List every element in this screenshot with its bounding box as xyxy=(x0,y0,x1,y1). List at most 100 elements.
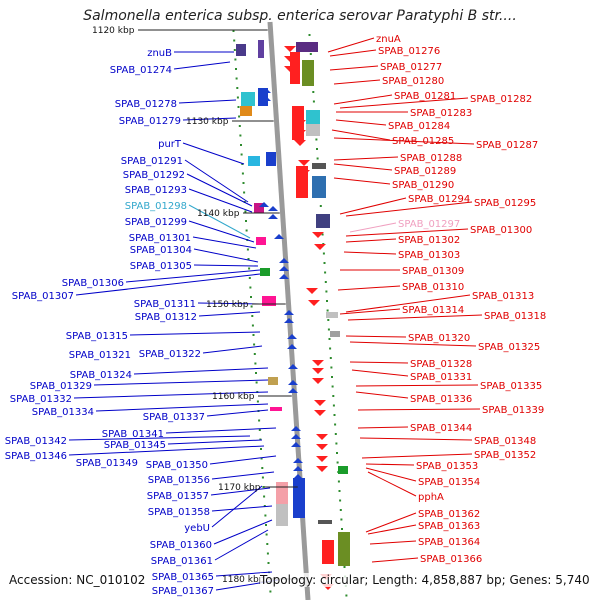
gene-label-left[interactable]: SPAB_01342 xyxy=(5,436,67,447)
gene-arrow-up xyxy=(284,310,294,315)
gene-label-left[interactable]: SPAB_01341 xyxy=(102,429,164,440)
gene-arrow-up xyxy=(261,88,271,93)
gene-label-left[interactable]: SPAB_01322 xyxy=(139,349,201,360)
gene-label-left[interactable]: SPAB_01334 xyxy=(32,407,94,418)
gene-label-left[interactable]: SPAB_01292 xyxy=(123,170,185,181)
gene-label-left[interactable]: SPAB_01311 xyxy=(134,299,196,310)
gene-label-left[interactable]: znuB xyxy=(147,48,172,59)
gene-label-right[interactable]: SPAB_01339 xyxy=(482,405,544,416)
gene-label-left[interactable]: SPAB_01274 xyxy=(110,65,172,76)
gene-label-left[interactable]: SPAB_01315 xyxy=(66,331,128,342)
gene-label-left[interactable]: SPAB_01293 xyxy=(125,185,187,196)
gene-label-left[interactable]: SPAB_01291 xyxy=(121,156,183,167)
gene-label-left[interactable]: SPAB_01356 xyxy=(148,475,210,486)
gene-label-right[interactable]: SPAB_01283 xyxy=(410,108,472,119)
gene-label-left[interactable]: yebU xyxy=(184,523,210,534)
gene-label-left[interactable]: SPAB_01304 xyxy=(130,245,192,256)
gene-label-left[interactable]: SPAB_01365 xyxy=(152,572,214,583)
gene-arrow-up xyxy=(291,434,301,439)
gene-label-right[interactable]: SPAB_01363 xyxy=(418,521,480,532)
gene-label-right[interactable]: SPAB_01294 xyxy=(408,194,470,205)
leader-line xyxy=(349,341,477,347)
scale-labels: 1120 kbp 1130 kbp 1140 kbp 1150 kbp 1160 kbp… xyxy=(92,26,304,585)
tick-mark xyxy=(331,385,334,388)
gene-label-left[interactable]: SPAB_01307 xyxy=(12,291,74,302)
gene-label-right[interactable]: SPAB_01284 xyxy=(388,121,450,132)
gene-label-left[interactable]: SPAB_01360 xyxy=(150,540,212,551)
gene-label-right[interactable]: SPAB_01331 xyxy=(410,372,472,383)
gene-arrow-down xyxy=(312,378,324,384)
gene-label-left[interactable]: SPAB_01361 xyxy=(151,556,213,567)
gene-block xyxy=(296,42,318,52)
gene-label-right[interactable]: SPAB_01335 xyxy=(480,381,542,392)
gene-label-left[interactable]: SPAB_01312 xyxy=(135,312,197,323)
gene-arrow-down xyxy=(312,232,324,238)
gene-label-left[interactable]: SPAB_01345 xyxy=(104,440,166,451)
gene-label-left[interactable]: SPAB_01337 xyxy=(143,412,205,423)
gene-label-right[interactable]: SPAB_01328 xyxy=(410,359,472,370)
gene-label-right[interactable]: SPAB_01287 xyxy=(476,140,538,151)
gene-label-right[interactable]: SPAB_01289 xyxy=(394,166,456,177)
gene-label-right[interactable]: SPAB_01318 xyxy=(484,311,546,322)
gene-label-left[interactable]: SPAB_01357 xyxy=(147,491,209,502)
gene-label-left[interactable]: SPAB_01346 xyxy=(5,451,67,462)
gene-label-right[interactable]: SPAB_01344 xyxy=(410,423,472,434)
gene-label-right[interactable]: SPAB_01354 xyxy=(418,477,480,488)
tick-mark xyxy=(251,315,254,317)
gene-label-right[interactable]: SPAB_01362 xyxy=(418,509,480,520)
leader-line xyxy=(339,197,407,215)
gene-label-right[interactable]: SPAB_01300 xyxy=(470,225,532,236)
gene-label-right[interactable]: SPAB_01348 xyxy=(474,436,536,447)
gene-label-left[interactable]: SPAB_01305 xyxy=(130,261,192,272)
gene-label-left[interactable]: SPAB_01329 xyxy=(30,381,92,392)
gene-label-right[interactable]: SPAB_01336 xyxy=(410,394,472,405)
gene-label-right[interactable]: SPAB_01309 xyxy=(402,266,464,277)
gene-label-left[interactable]: SPAB_01279 xyxy=(119,116,181,127)
gene-label-left[interactable]: purT xyxy=(158,139,182,150)
gene-label-left[interactable]: SPAB_01298 xyxy=(125,201,187,212)
gene-label-left[interactable]: SPAB_01301 xyxy=(129,233,191,244)
gene-label-right[interactable]: SPAB_01282 xyxy=(470,94,532,105)
leader-line xyxy=(193,248,259,263)
gene-label-right[interactable]: SPAB_01302 xyxy=(398,235,460,246)
leader-line xyxy=(211,471,275,480)
gene-label-right[interactable]: SPAB_01364 xyxy=(418,537,480,548)
gene-label-right[interactable]: SPAB_01281 xyxy=(394,91,456,102)
gene-label-right[interactable]: SPAB_01277 xyxy=(380,62,442,73)
gene-label-left[interactable]: SPAB_01367 xyxy=(152,586,214,597)
gene-label-right[interactable]: SPAB_01288 xyxy=(400,153,462,164)
gene-label-right[interactable]: SPAB_01366 xyxy=(420,554,482,565)
gene-label-right[interactable]: SPAB_01295 xyxy=(474,198,536,209)
gene-label-right[interactable]: SPAB_01325 xyxy=(478,342,540,353)
gene-label-right[interactable]: SPAB_01313 xyxy=(472,291,534,302)
gene-label-right[interactable]: SPAB_01353 xyxy=(416,461,478,472)
gene-label-right[interactable]: SPAB_01314 xyxy=(402,305,464,316)
gene-label-left[interactable]: SPAB_01306 xyxy=(62,278,124,289)
gene-label-left[interactable]: SPAB_01358 xyxy=(148,507,210,518)
tick-mark xyxy=(249,286,252,289)
gene-label-right[interactable]: znuA xyxy=(376,34,401,45)
tick-mark xyxy=(260,448,262,450)
gene-label-right[interactable]: SPAB_01297 xyxy=(398,219,460,230)
tick-mark xyxy=(250,305,253,308)
gene-block xyxy=(236,44,246,56)
leader-line xyxy=(345,294,471,313)
gene-label-right[interactable]: SPAB_01276 xyxy=(378,46,440,57)
gene-label-right[interactable]: SPAB_01352 xyxy=(474,450,536,461)
gene-label-left[interactable]: SPAB_01321 xyxy=(69,350,131,361)
gene-label-right[interactable]: SPAB_01290 xyxy=(392,180,454,191)
gene-label-left[interactable]: SPAB_01299 xyxy=(125,217,187,228)
leader-line xyxy=(186,173,253,207)
gene-label-left[interactable]: SPAB_01332 xyxy=(10,394,72,405)
gene-label-right[interactable]: SPAB_01280 xyxy=(382,76,444,87)
gene-label-right[interactable]: SPAB_01310 xyxy=(402,282,464,293)
gene-label-right[interactable]: SPAB_01285 xyxy=(392,136,454,147)
gene-label-right[interactable]: SPAB_01320 xyxy=(408,333,470,344)
gene-label-left[interactable]: SPAB_01324 xyxy=(70,370,132,381)
gene-label-right[interactable]: SPAB_01303 xyxy=(398,250,460,261)
gene-label-left[interactable]: SPAB_01349 xyxy=(76,458,138,469)
gene-label-right[interactable]: pphA xyxy=(418,492,444,503)
gene-label-left[interactable]: SPAB_01350 xyxy=(146,460,208,471)
gene-label-left[interactable]: SPAB_01278 xyxy=(115,99,177,110)
gene-arrow-up xyxy=(291,426,301,431)
